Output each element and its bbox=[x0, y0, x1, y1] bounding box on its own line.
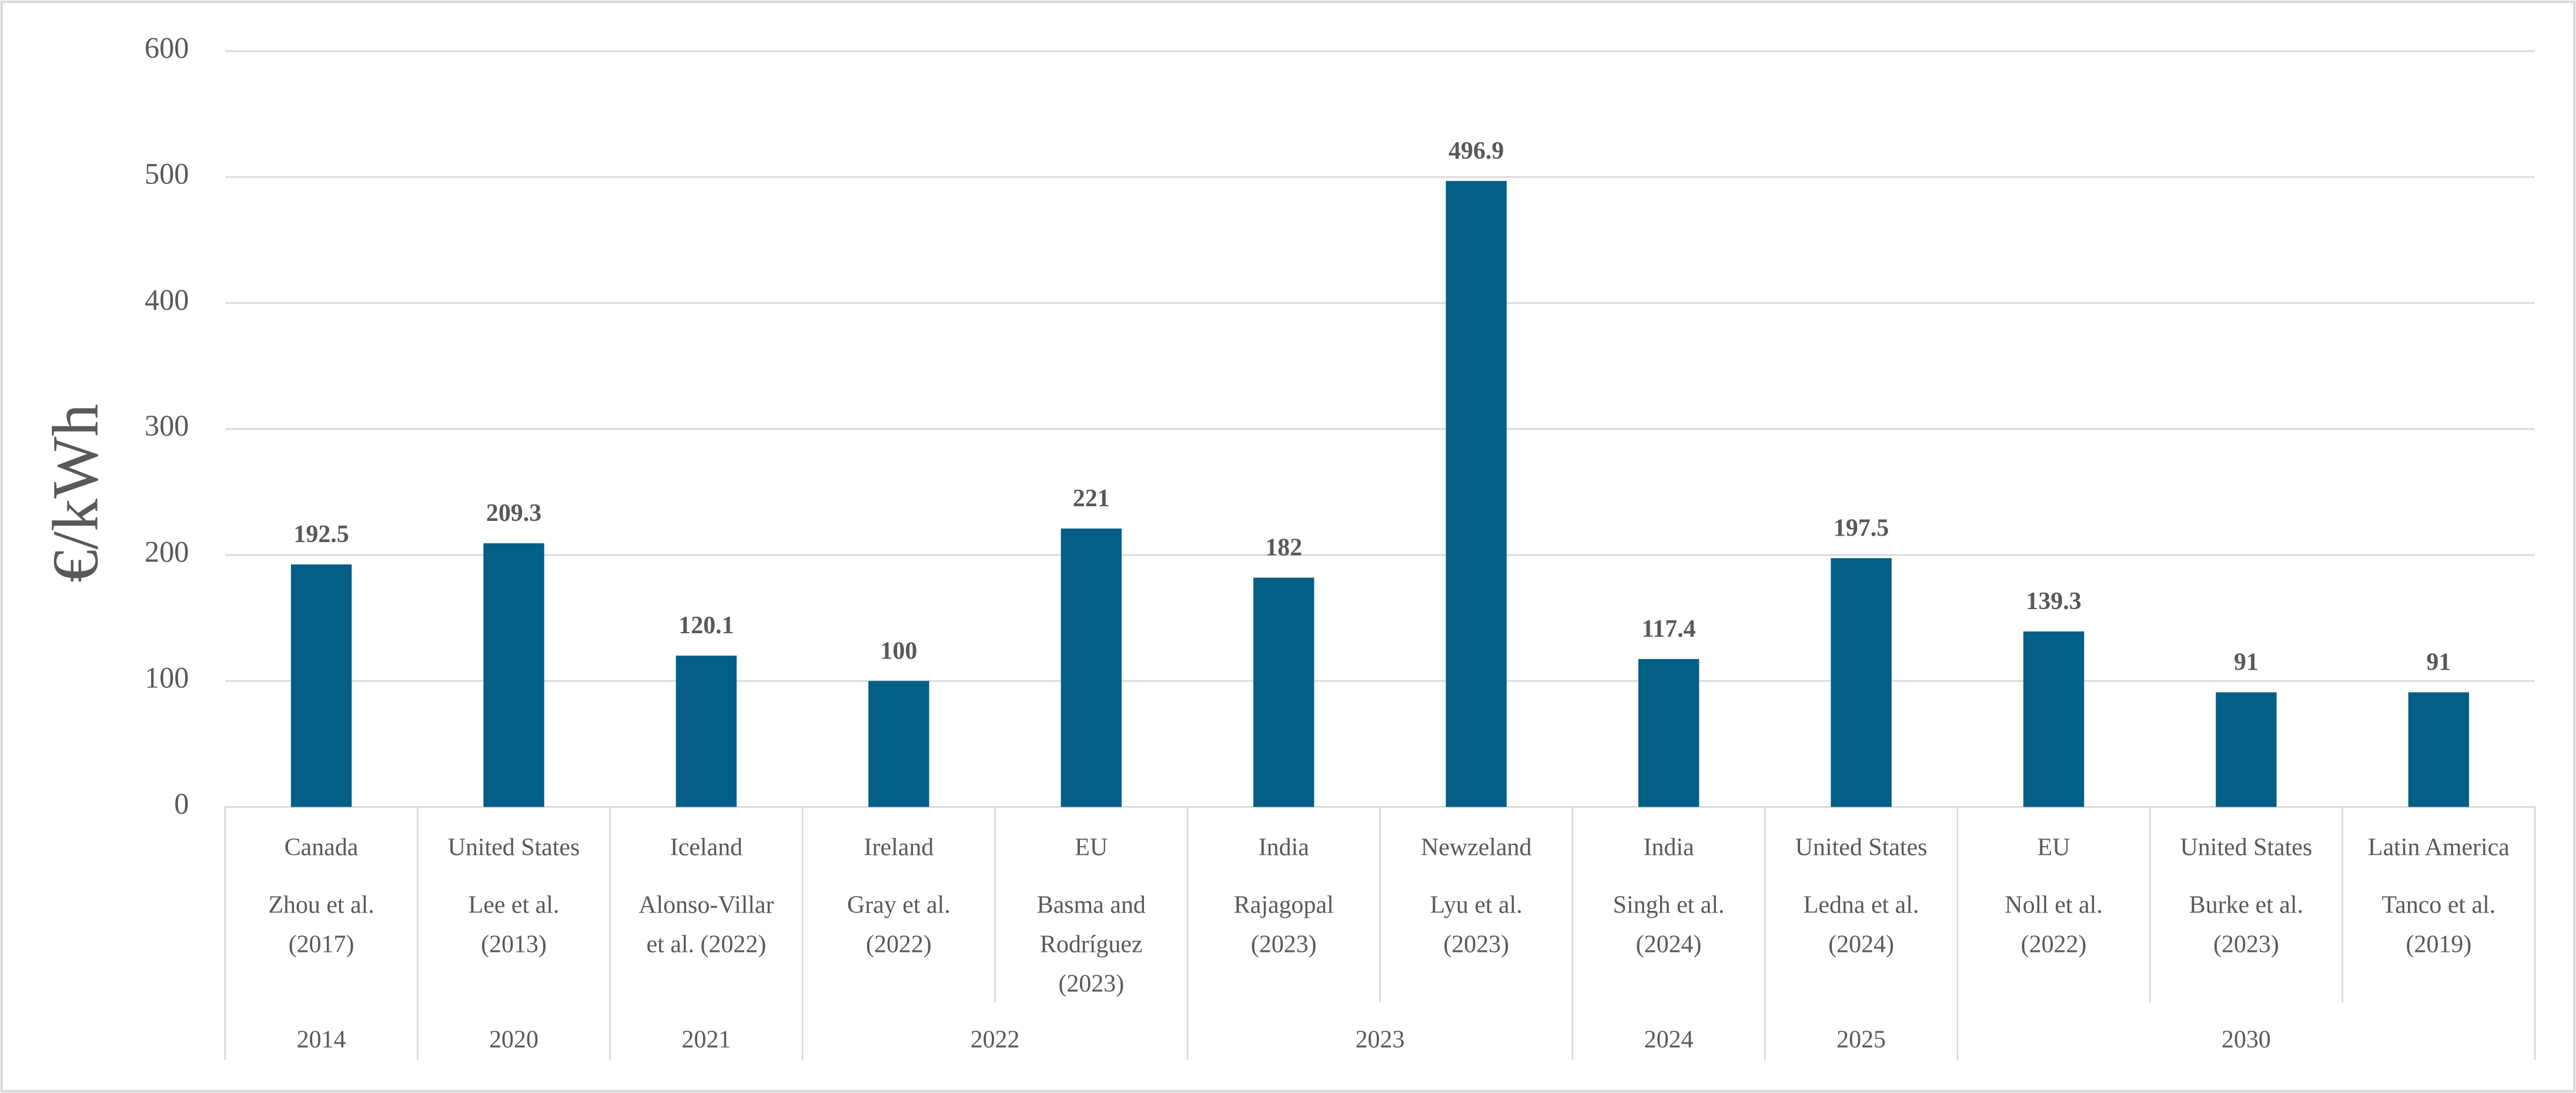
study-label: (2022) bbox=[2021, 931, 2087, 958]
study-label: et al. (2022) bbox=[647, 931, 767, 958]
study-label: Rodríguez bbox=[1040, 931, 1143, 958]
category-label: Newzeland bbox=[1421, 834, 1532, 861]
bar bbox=[2408, 692, 2470, 807]
value-label: 221 bbox=[1073, 485, 1110, 512]
value-label: 209.3 bbox=[486, 500, 541, 527]
year-label: 2021 bbox=[682, 1027, 731, 1054]
study-label: (2023) bbox=[1443, 931, 1509, 958]
bar bbox=[1253, 577, 1314, 807]
category-label: Canada bbox=[285, 834, 359, 861]
y-axis-title: €/kWh bbox=[39, 404, 112, 583]
category-label: Iceland bbox=[670, 834, 742, 861]
bar bbox=[483, 543, 544, 807]
study-label: Ledna et al. bbox=[1804, 892, 1919, 919]
bar bbox=[2023, 631, 2085, 807]
category-label: EU bbox=[2038, 834, 2070, 861]
bar bbox=[675, 656, 737, 807]
study-label: (2024) bbox=[1828, 931, 1894, 958]
category-label: United States bbox=[1795, 834, 1928, 861]
study-label: Lyu et al. bbox=[1430, 892, 1523, 919]
y-tick-label: 200 bbox=[145, 535, 189, 568]
value-label: 139.3 bbox=[2026, 588, 2081, 615]
year-label: 2020 bbox=[489, 1027, 538, 1054]
study-label: (2023) bbox=[1251, 931, 1317, 958]
study-label: Alonso-Villar bbox=[638, 892, 774, 919]
year-label: 2023 bbox=[1356, 1027, 1405, 1054]
category-label: India bbox=[1644, 834, 1695, 861]
bar bbox=[1831, 558, 1892, 807]
category-label: United States bbox=[448, 834, 580, 861]
study-label: (2013) bbox=[481, 931, 547, 958]
category-label: EU bbox=[1075, 834, 1108, 861]
y-tick-label: 500 bbox=[145, 158, 189, 190]
study-label: Gray et al. bbox=[847, 892, 951, 919]
study-label: Rajagopal bbox=[1234, 892, 1334, 919]
study-label: Lee et al. bbox=[469, 892, 560, 919]
value-label: 91 bbox=[2426, 649, 2451, 676]
category-label: Latin America bbox=[2368, 834, 2510, 861]
y-tick-label: 300 bbox=[145, 409, 189, 442]
value-label: 117.4 bbox=[1642, 616, 1696, 643]
bar bbox=[2216, 692, 2277, 807]
year-label: 2024 bbox=[1644, 1027, 1694, 1054]
study-label: (2017) bbox=[289, 931, 354, 958]
category-label: India bbox=[1259, 834, 1310, 861]
bar bbox=[1060, 528, 1122, 807]
bar bbox=[290, 564, 352, 807]
y-tick-label: 400 bbox=[145, 283, 189, 316]
value-label: 182 bbox=[1265, 534, 1302, 561]
bar bbox=[868, 681, 929, 807]
bar bbox=[1446, 181, 1507, 807]
study-label: Zhou et al. bbox=[268, 892, 374, 919]
value-label: 120.1 bbox=[678, 612, 734, 639]
category-label: Ireland bbox=[864, 834, 934, 861]
study-label: (2023) bbox=[2213, 931, 2279, 958]
year-label: 2022 bbox=[971, 1027, 1020, 1054]
value-label: 197.5 bbox=[1834, 514, 1889, 542]
bar bbox=[1638, 659, 1700, 807]
study-label: Noll et al. bbox=[2005, 892, 2102, 919]
study-label: (2024) bbox=[1636, 931, 1702, 958]
value-label: 496.9 bbox=[1448, 138, 1504, 165]
value-label: 100 bbox=[880, 637, 917, 664]
study-label: (2023) bbox=[1058, 971, 1124, 998]
y-tick-label: 0 bbox=[174, 787, 189, 820]
y-tick-label: 100 bbox=[145, 661, 189, 694]
study-label: (2022) bbox=[866, 931, 932, 958]
study-label: (2019) bbox=[2406, 931, 2472, 958]
value-label: 192.5 bbox=[293, 521, 349, 548]
y-tick-label: 600 bbox=[145, 31, 189, 64]
study-label: Singh et al. bbox=[1613, 892, 1725, 919]
year-label: 2025 bbox=[1836, 1027, 1886, 1054]
year-label: 2030 bbox=[2222, 1027, 2271, 1054]
study-label: Basma and bbox=[1037, 892, 1146, 919]
study-label: Tanco et al. bbox=[2382, 892, 2496, 919]
year-label: 2014 bbox=[297, 1027, 346, 1054]
study-label: Burke et al. bbox=[2189, 892, 2303, 919]
category-label: United States bbox=[2180, 834, 2313, 861]
value-label: 91 bbox=[2234, 649, 2259, 676]
